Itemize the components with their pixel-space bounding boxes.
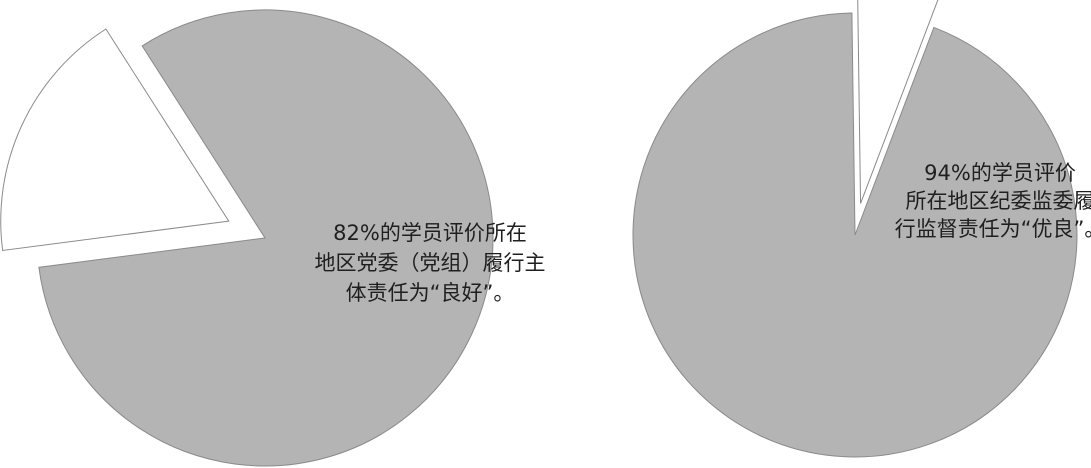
- slice-data-label: 94%的学员评价所在地区纪委监委履行监督责任为“优良”。: [895, 161, 1091, 241]
- pie-slice-1: [38, 9, 494, 467]
- slice-data-label-line: 地区党委（党组）履行主: [315, 251, 546, 275]
- slice-data-label-line: 体责任为“良好”。: [346, 281, 515, 305]
- pie-slice-1: [632, 12, 1078, 458]
- pie-chart-1: 82%的学员评价所在地区党委（党组）履行主体责任为“良好”。: [0, 9, 546, 467]
- pie-slice-2: [0, 28, 230, 252]
- slice-data-label-line: 94%的学员评价: [924, 161, 1076, 185]
- slice-data-label-line: 82%的学员评价所在: [333, 221, 527, 245]
- slice-data-label-line: 行监督责任为“优良”。: [895, 217, 1091, 241]
- pie-slice-2: [857, 0, 939, 204]
- slice-data-label: 82%的学员评价所在地区党委（党组）履行主体责任为“良好”。: [315, 221, 546, 305]
- pie-chart-2: 94%的学员评价所在地区纪委监委履行监督责任为“优良”。: [632, 0, 1091, 458]
- slice-data-label-line: 所在地区纪委监委履: [906, 189, 1091, 213]
